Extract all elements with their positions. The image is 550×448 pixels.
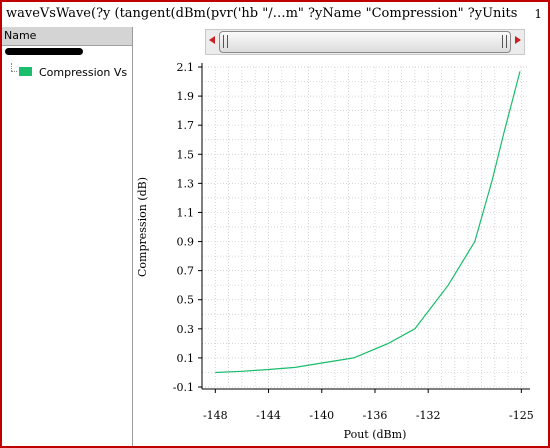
y-tick-label: 0.5 bbox=[177, 294, 195, 307]
plot-area[interactable]: -0.1 0.1 0.3 0.5 0.7 0.9 1.1 1.3 1.5 1.7 1.9 2.1 -14… bbox=[133, 27, 548, 446]
window-title: waveVsWave(?y (tangent(dBm(pvr('hb "/…m"… bbox=[6, 6, 517, 21]
x-tick-label: -144 bbox=[256, 409, 281, 422]
y-tick-label: 1.5 bbox=[177, 148, 195, 161]
compression-chart[interactable]: -0.1 0.1 0.3 0.5 0.7 0.9 1.1 1.3 1.5 1.7 1.9 2.1 -14… bbox=[133, 27, 548, 446]
x-tick-label: -148 bbox=[203, 409, 228, 422]
x-tick-label: -140 bbox=[309, 409, 334, 422]
y-tick-label: 0.9 bbox=[177, 236, 195, 249]
trace-list-header[interactable]: Name bbox=[2, 27, 132, 46]
name-column-label: Name bbox=[4, 29, 36, 42]
trace-item-label[interactable]: Compression Vs bbox=[39, 66, 127, 79]
trace-color-swatch[interactable] bbox=[19, 67, 32, 76]
y-tick-label: 0.7 bbox=[177, 265, 195, 278]
y-tick-label: 1.9 bbox=[177, 90, 195, 103]
y-tick-label: 1.1 bbox=[177, 206, 195, 219]
y-tick-label: 1.7 bbox=[177, 119, 195, 132]
series-line-compression bbox=[215, 71, 520, 372]
y-tick-label: 1.3 bbox=[177, 177, 195, 190]
y-tick-label: -0.1 bbox=[173, 381, 194, 394]
y-tick-label: 2.1 bbox=[177, 61, 195, 74]
x-tick-label: -132 bbox=[416, 409, 441, 422]
tree-connector-icon bbox=[11, 71, 17, 72]
tree-connector-icon bbox=[11, 63, 12, 71]
redacted-item bbox=[5, 48, 83, 55]
window-titlebar: waveVsWave(?y (tangent(dBm(pvr('hb "/…m"… bbox=[2, 2, 548, 26]
x-tick-label: -136 bbox=[363, 409, 388, 422]
subwindow-number: 1 bbox=[534, 7, 542, 21]
y-tick-label: 0.1 bbox=[177, 352, 195, 365]
y-axis-label: Compression (dB) bbox=[136, 177, 149, 277]
trace-list-panel: Name Compression Vs bbox=[2, 27, 133, 446]
x-axis-label: Pout (dBm) bbox=[344, 428, 407, 441]
x-tick-label: -125 bbox=[509, 409, 534, 422]
y-tick-label: 0.3 bbox=[177, 323, 195, 336]
